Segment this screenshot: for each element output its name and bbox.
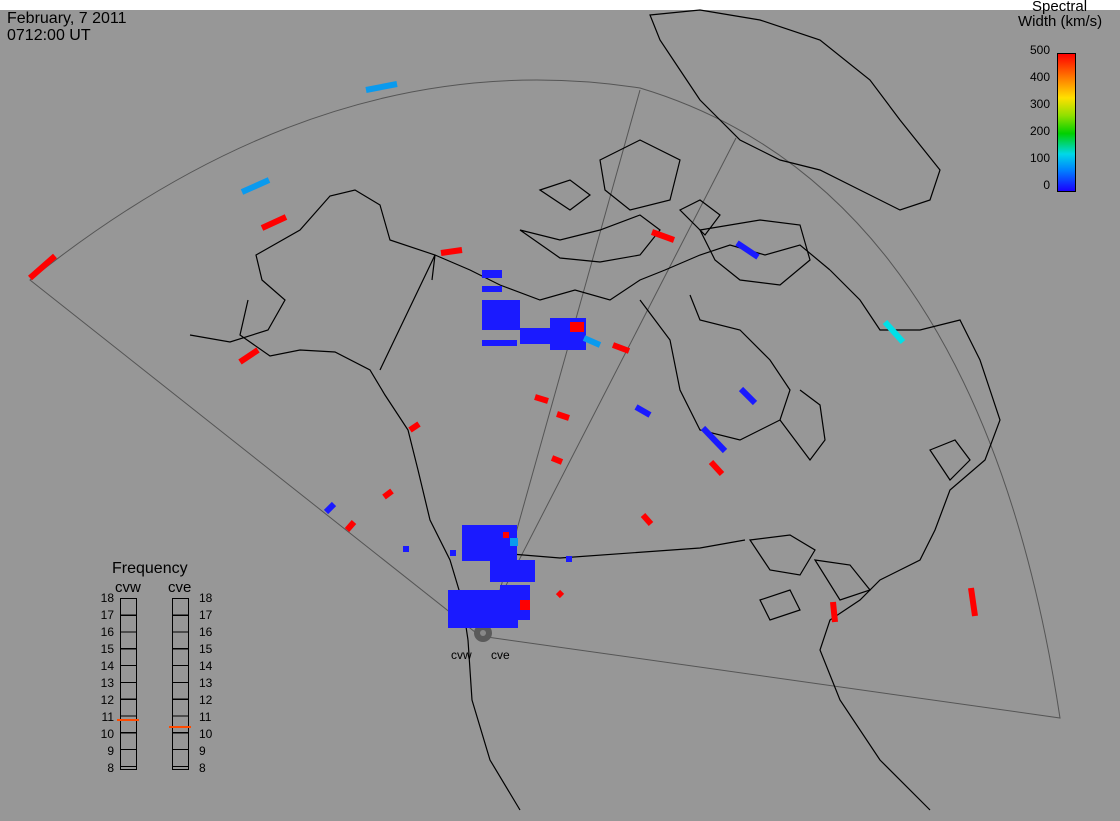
legend-title-line2: Width (km/s) <box>1018 13 1103 30</box>
freq-label-cvw: cvw <box>115 579 141 596</box>
freq-tick-left: 17 <box>100 608 114 622</box>
freq-tick-left: 13 <box>100 676 114 690</box>
frequency-bar-cve <box>172 598 189 770</box>
freq-tick-right: 18 <box>199 591 213 605</box>
frequency-marker-cvw <box>117 718 139 721</box>
freq-tick-left: 11 <box>101 710 114 724</box>
freq-tick-left: 12 <box>100 693 114 707</box>
frequency-title: Frequency <box>112 560 188 577</box>
freq-tick-right: 17 <box>199 608 213 622</box>
near-range-scatter <box>448 525 572 628</box>
freq-tick-right: 8 <box>199 761 206 775</box>
freq-tick-right: 12 <box>199 693 213 707</box>
freq-tick-left: 10 <box>100 727 114 741</box>
freq-tick-right: 15 <box>199 642 213 656</box>
legend-tick-300: 300 <box>1029 97 1050 111</box>
time-label: 0712:00 UT <box>7 27 91 44</box>
top-white-strip <box>0 0 1120 10</box>
freq-tick-right: 10 <box>199 727 213 741</box>
freq-tick-right: 16 <box>199 625 213 639</box>
freq-tick-left: 8 <box>107 761 114 775</box>
legend-tick-500: 500 <box>1029 43 1050 57</box>
site-label-cvw: cvw <box>451 648 472 662</box>
freq-tick-left: 18 <box>100 591 114 605</box>
site-label-cve: cve <box>491 648 510 662</box>
radar-site-marker <box>474 624 492 642</box>
legend-title-line1: Spectral <box>1032 0 1088 15</box>
spectral-width-colorbar <box>1057 53 1076 192</box>
legend-tick-0: 0 <box>1043 178 1050 192</box>
freq-tick-left: 16 <box>100 625 114 639</box>
echo-segments <box>28 81 978 623</box>
legend-tick-400: 400 <box>1029 70 1050 84</box>
freq-tick-left: 15 <box>100 642 114 656</box>
freq-label-cve: cve <box>168 579 192 596</box>
freq-tick-right: 9 <box>199 744 206 758</box>
freq-tick-right: 14 <box>199 659 213 673</box>
far-range-scatter <box>482 270 586 350</box>
coastlines <box>189 9 1001 811</box>
freq-tick-right: 13 <box>199 676 213 690</box>
legend-tick-200: 200 <box>1029 124 1050 138</box>
frequency-marker-cve <box>169 725 191 728</box>
legend-tick-100: 100 <box>1029 151 1050 165</box>
date-label: February, 7 2011 <box>7 10 127 27</box>
freq-tick-right: 11 <box>199 710 212 724</box>
freq-tick-left: 9 <box>107 744 114 758</box>
frequency-bar-cvw <box>120 598 137 770</box>
freq-tick-left: 14 <box>100 659 114 673</box>
